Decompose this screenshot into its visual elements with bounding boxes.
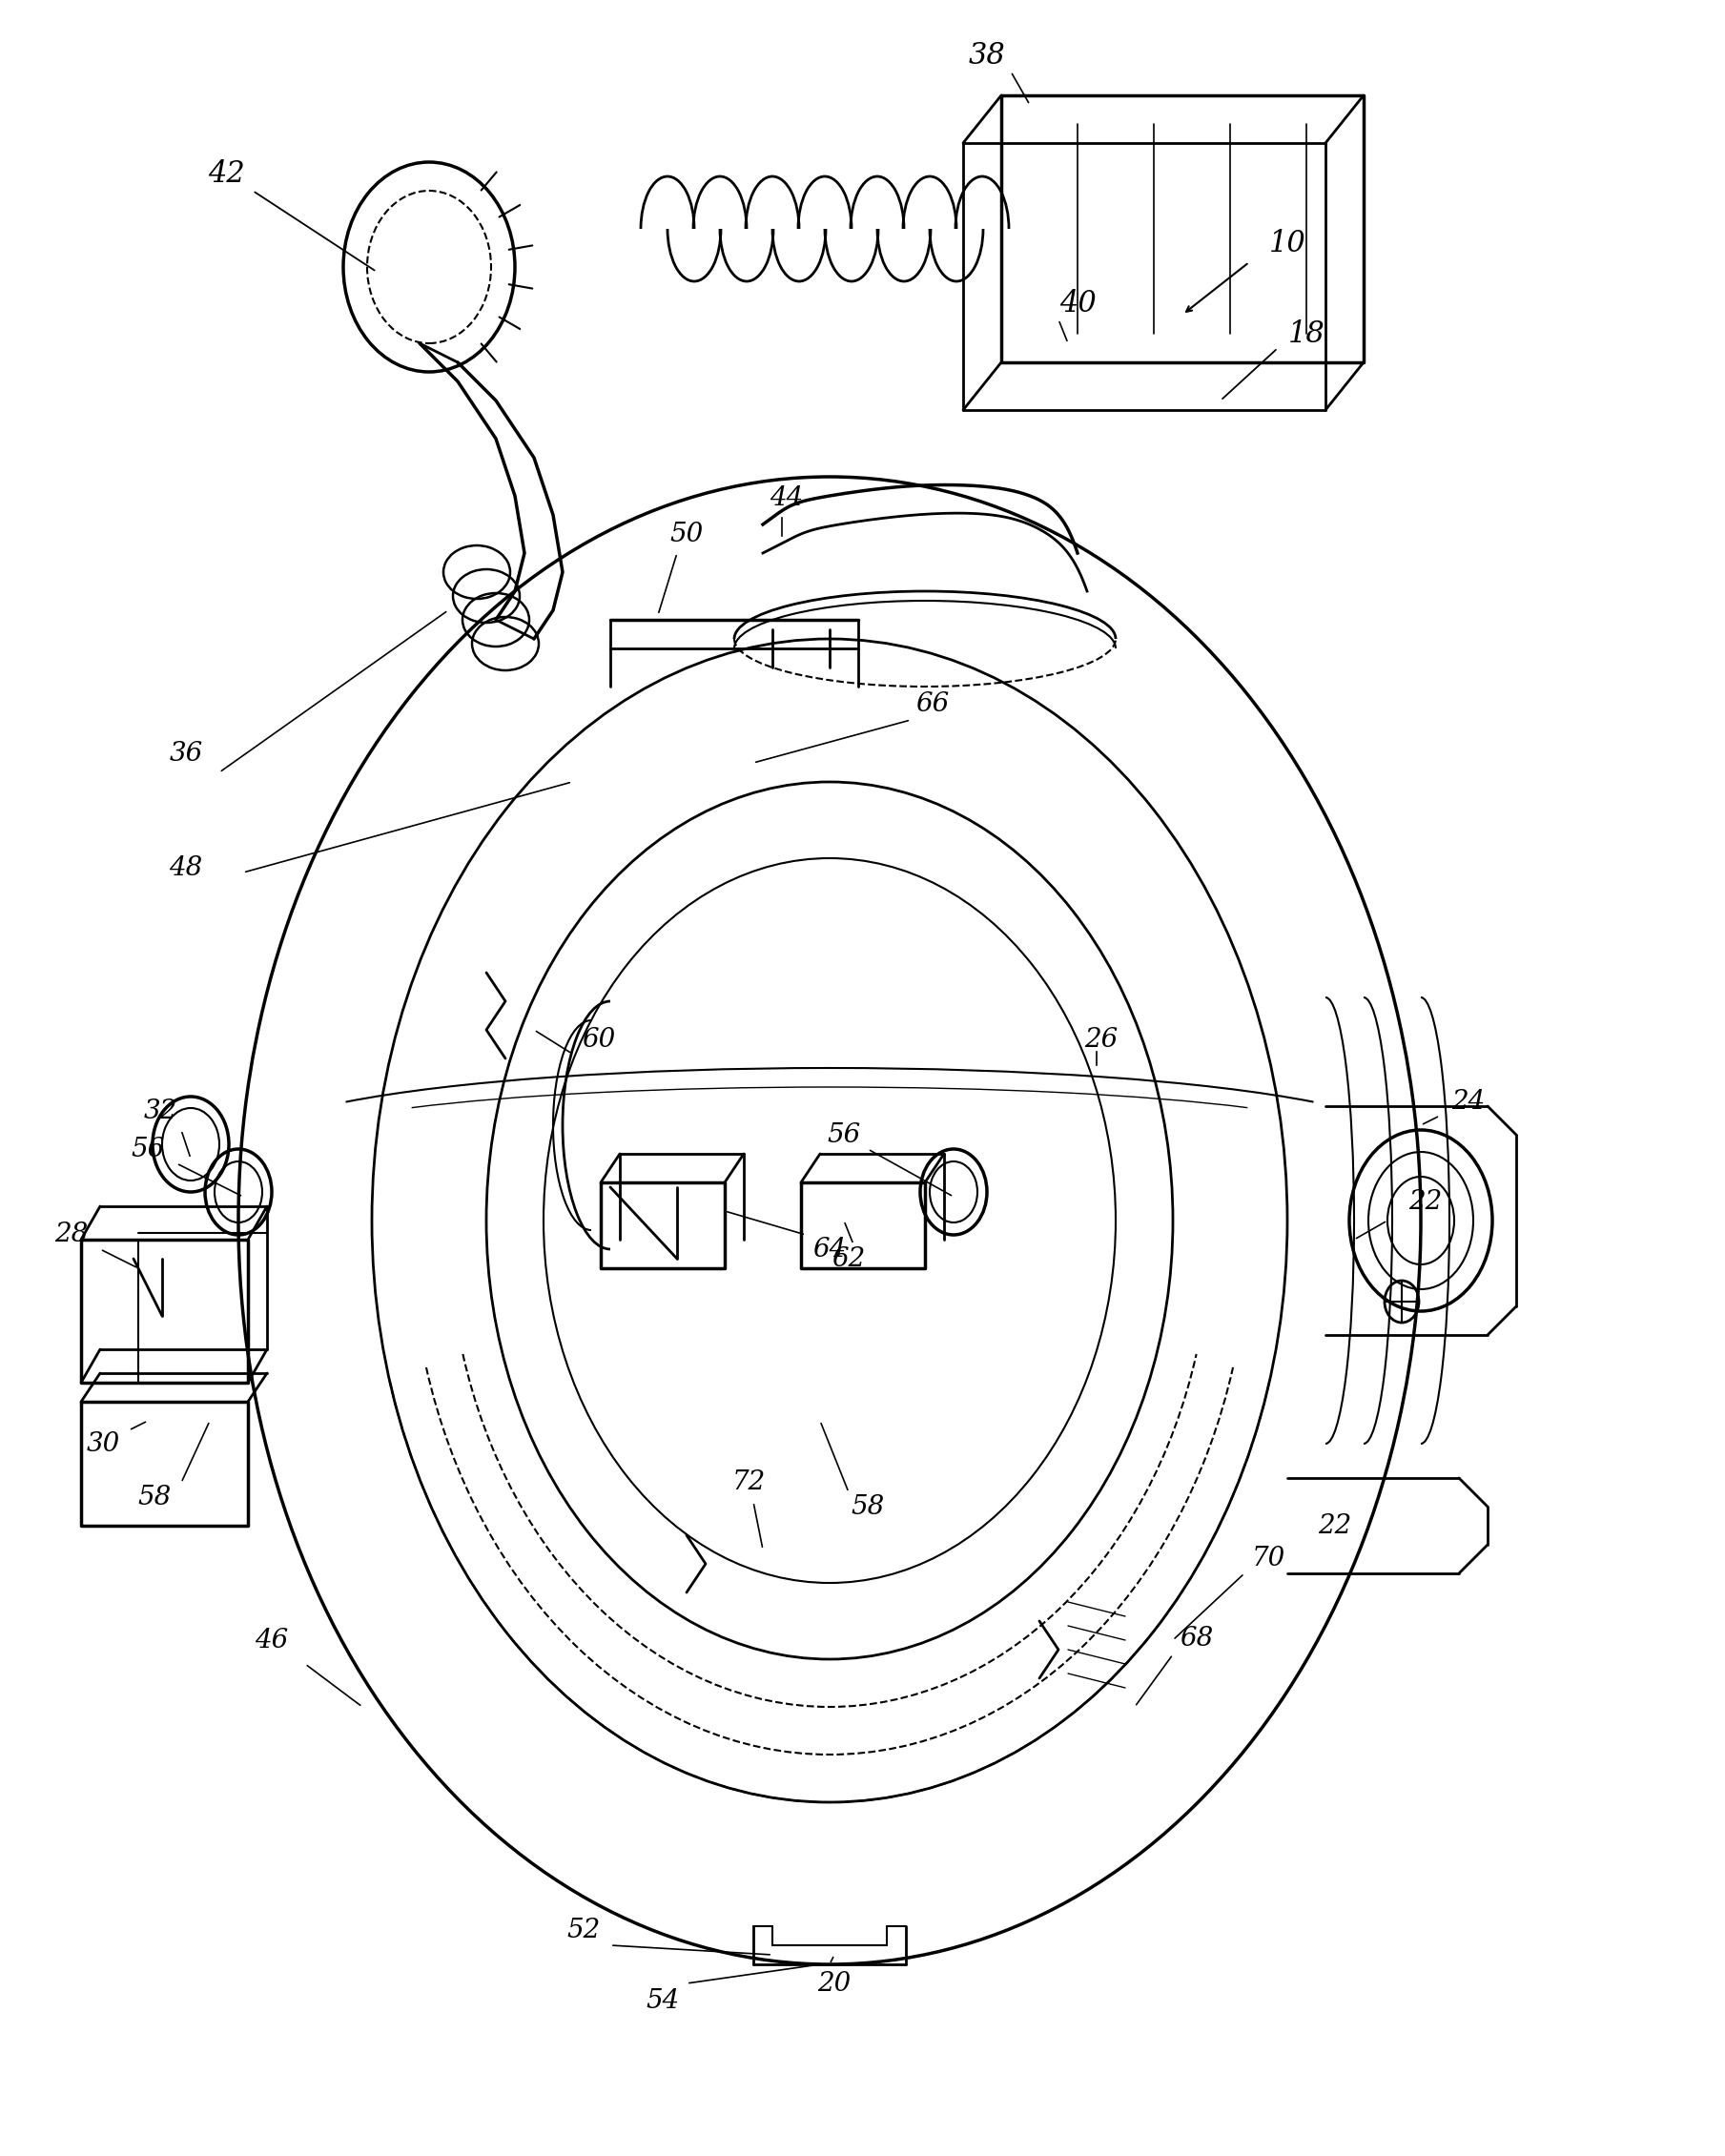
- Text: 42: 42: [207, 160, 245, 188]
- Text: 40: 40: [1059, 289, 1095, 319]
- Text: 28: 28: [55, 1222, 88, 1248]
- Text: 62: 62: [831, 1246, 866, 1272]
- Text: 72: 72: [731, 1470, 766, 1496]
- Text: 38: 38: [968, 41, 1006, 71]
- Text: 66: 66: [916, 690, 949, 716]
- Text: 60: 60: [581, 1026, 616, 1052]
- Text: 30: 30: [86, 1432, 119, 1457]
- Text: 52: 52: [568, 1919, 600, 1945]
- Text: 70: 70: [1251, 1546, 1285, 1572]
- Text: 22: 22: [1318, 1514, 1352, 1539]
- Text: 56: 56: [826, 1121, 861, 1147]
- Text: 18: 18: [1289, 319, 1325, 349]
- Text: 54: 54: [645, 1988, 680, 2014]
- Text: 68: 68: [1180, 1626, 1213, 1651]
- Text: 26: 26: [1085, 1026, 1118, 1052]
- Text: 46: 46: [255, 1628, 288, 1654]
- Text: 20: 20: [818, 1971, 850, 1996]
- Text: 56: 56: [131, 1136, 164, 1162]
- Text: 36: 36: [169, 740, 204, 765]
- Text: 10: 10: [1270, 229, 1306, 259]
- Text: 44: 44: [769, 485, 804, 511]
- Text: 64: 64: [812, 1235, 847, 1261]
- Text: 58: 58: [138, 1483, 171, 1509]
- Text: 50: 50: [669, 522, 704, 548]
- Text: 22: 22: [1409, 1188, 1442, 1214]
- Text: 24: 24: [1452, 1089, 1485, 1115]
- Text: 48: 48: [169, 856, 204, 880]
- Text: 58: 58: [850, 1494, 885, 1520]
- Text: 32: 32: [143, 1097, 178, 1123]
